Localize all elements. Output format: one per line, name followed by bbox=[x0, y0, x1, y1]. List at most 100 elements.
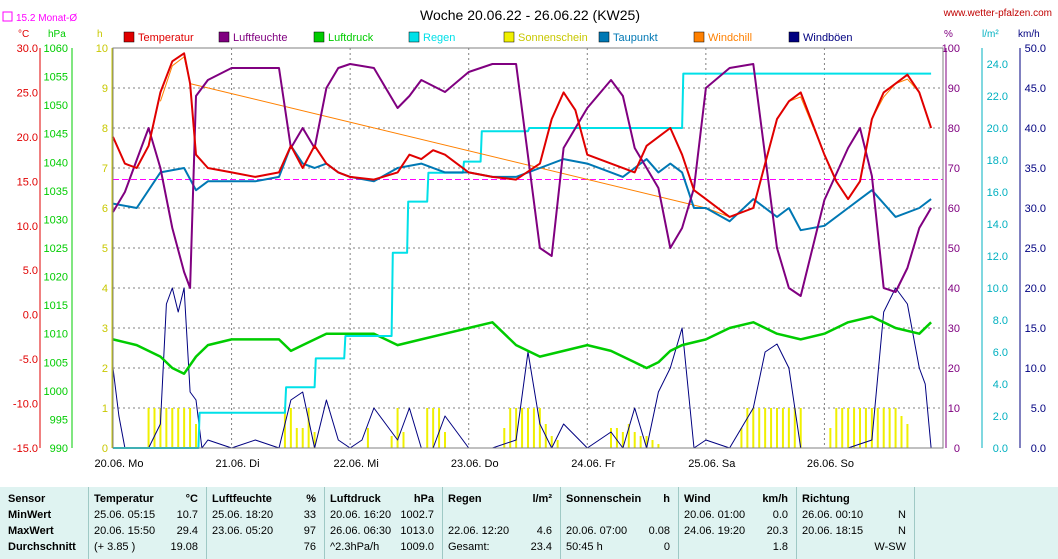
rain-tick-label: 8.0 bbox=[993, 315, 1008, 327]
wind-tick-label: 20.0 bbox=[1025, 283, 1046, 295]
row-label: MinWert bbox=[8, 509, 52, 521]
rain-tick-label: 2.0 bbox=[993, 411, 1008, 423]
sunshine-bar bbox=[195, 424, 197, 448]
weather-chart: Woche 20.06.22 - 26.06.22 (KW25) www.wet… bbox=[2, 7, 1052, 470]
temp-tick-label: 15.0 bbox=[17, 176, 38, 188]
sunshine-bar bbox=[793, 408, 796, 448]
legend-swatch bbox=[693, 31, 705, 43]
wind-value: 1.8 bbox=[772, 541, 788, 553]
sun-tick-label: 2 bbox=[102, 363, 108, 375]
sunshine-bar bbox=[509, 408, 512, 448]
wind-time: 24.06. 19:20 bbox=[684, 525, 746, 537]
direction-value: N bbox=[898, 509, 906, 521]
header-sun-unit: h bbox=[663, 493, 670, 505]
temp-value: 19.08 bbox=[170, 541, 198, 553]
sunshine-bar bbox=[758, 408, 761, 448]
direction-value: N bbox=[898, 525, 906, 537]
sunshine-bar bbox=[657, 444, 660, 448]
temp-tick-label: 20.0 bbox=[17, 132, 38, 144]
sunshine-bar bbox=[876, 408, 879, 448]
sunshine-bar bbox=[864, 408, 867, 448]
sunshine-bar bbox=[426, 408, 429, 448]
sunshine-bar bbox=[776, 408, 778, 448]
sunshine-bar bbox=[503, 428, 506, 448]
rain-tick-label: 0.0 bbox=[993, 443, 1008, 455]
sunshine-bar bbox=[538, 408, 541, 448]
temp-time: 25.06. 05:15 bbox=[94, 509, 156, 521]
sunshine-bar bbox=[295, 428, 298, 448]
sunshine-bar bbox=[307, 408, 310, 448]
legend-label: Regen bbox=[423, 32, 455, 44]
sunshine-bar bbox=[888, 408, 891, 448]
direction-value: W-SW bbox=[874, 541, 906, 553]
header-wind-unit: km/h bbox=[762, 493, 788, 505]
pressure-tick-label: 1060 bbox=[44, 43, 68, 55]
x-tick-label: 25.06. Sa bbox=[688, 458, 736, 470]
header-rain: Regen bbox=[448, 493, 482, 505]
header-temp-unit: °C bbox=[185, 493, 198, 505]
sunshine-bar bbox=[289, 408, 292, 448]
rain-value: 4.6 bbox=[536, 525, 552, 537]
humidity-tick-label: 0 bbox=[954, 443, 960, 455]
sunshine-bar bbox=[527, 408, 529, 448]
wind-tick-label: 45.0 bbox=[1025, 83, 1046, 95]
temp-value: 10.7 bbox=[176, 509, 198, 521]
rain-tick-label: 16.0 bbox=[987, 187, 1008, 199]
sun-tick-label: 10 bbox=[96, 43, 108, 55]
sun-value: 0.08 bbox=[648, 525, 670, 537]
sunshine-bar bbox=[283, 408, 286, 448]
sunshine-bar bbox=[402, 432, 405, 448]
humidity-value: 33 bbox=[303, 509, 316, 521]
sunshine-bar bbox=[396, 408, 399, 448]
humidity-value: 97 bbox=[303, 525, 316, 537]
sunshine-bar bbox=[615, 428, 618, 448]
direction-column bbox=[796, 487, 915, 559]
pressure-tick-label: 1000 bbox=[44, 386, 68, 398]
grid bbox=[112, 48, 944, 448]
sun-tick-label: 7 bbox=[102, 163, 108, 175]
series-line-windchill bbox=[159, 56, 920, 218]
sunshine-bar bbox=[859, 408, 861, 448]
pressure-tick-label: 1040 bbox=[44, 157, 68, 169]
sunshine-bar bbox=[189, 408, 192, 448]
rain-tick-label: 18.0 bbox=[987, 155, 1008, 167]
sunshine-bar bbox=[438, 408, 441, 448]
header-humidity: Luftfeuchte bbox=[212, 493, 272, 505]
series-lines bbox=[112, 52, 933, 449]
unit-hours: h bbox=[97, 29, 103, 40]
sun-tick-label: 1 bbox=[102, 403, 108, 415]
direction-time: 20.06. 18:15 bbox=[802, 525, 864, 537]
sunshine-bar bbox=[847, 408, 850, 448]
x-tick-label: 22.06. Mi bbox=[334, 458, 379, 470]
x-tick-label: 24.06. Fr bbox=[571, 458, 615, 470]
temp-tick-label: 25.0 bbox=[17, 87, 38, 99]
rain-value: 23.4 bbox=[530, 541, 552, 553]
sunshine-bar bbox=[651, 440, 654, 448]
humidity-tick-label: 20 bbox=[948, 363, 960, 375]
summary-table: Sensor Temperatur °C Luftfeuchte % Luftd… bbox=[0, 487, 1058, 559]
sun-value: 0 bbox=[663, 541, 670, 553]
sun-tick-label: 9 bbox=[102, 83, 108, 95]
table-row-max: MaxWert 20.06. 15:50 29.4 23.06. 05:20 9… bbox=[0, 523, 1058, 539]
chart-title: Woche 20.06.22 - 26.06.22 (KW25) bbox=[420, 7, 640, 23]
sun-tick-label: 0 bbox=[102, 443, 108, 455]
unit-pressure: hPa bbox=[48, 29, 66, 40]
x-tick-label: 23.06. Do bbox=[451, 458, 499, 470]
row-label: Durchschnitt bbox=[8, 541, 76, 553]
wind-value: 20.3 bbox=[766, 525, 788, 537]
wind-tick-label: 50.0 bbox=[1025, 43, 1046, 55]
pressure-tick-label: 1005 bbox=[44, 357, 68, 369]
pressure-time: 26.06. 06:30 bbox=[330, 525, 392, 537]
sun-time: 50:45 h bbox=[566, 541, 603, 553]
source-url: www.wetter-pfalzen.com bbox=[943, 8, 1052, 19]
unit-humidity: % bbox=[944, 29, 953, 40]
sunshine-bar bbox=[183, 408, 186, 448]
humidity-column bbox=[206, 487, 325, 559]
x-tick-label: 20.06. Mo bbox=[95, 458, 144, 470]
temp-tick-label: -10.0 bbox=[13, 399, 38, 411]
sunshine-bar bbox=[177, 408, 180, 448]
legend-swatch bbox=[218, 31, 230, 43]
humidity-value: 76 bbox=[303, 541, 316, 553]
header-direction: Richtung bbox=[802, 493, 850, 505]
sunshine-bar bbox=[633, 432, 636, 448]
